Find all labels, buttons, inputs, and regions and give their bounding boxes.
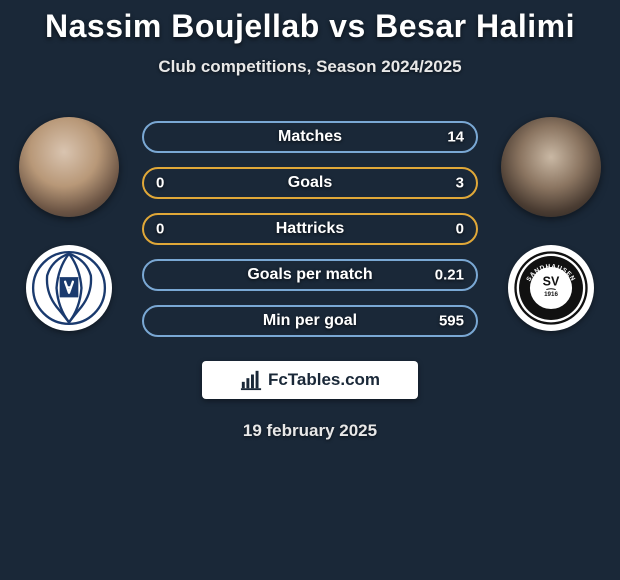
stat-left-value: 0 <box>156 175 164 192</box>
subtitle: Club competitions, Season 2024/2025 <box>0 57 620 77</box>
stat-right-value: 595 <box>439 313 464 330</box>
left-side <box>14 117 124 331</box>
stat-row: 0 Goals 3 <box>142 167 478 199</box>
brand-badge: FcTables.com <box>202 361 418 399</box>
stat-label: Matches <box>278 128 342 146</box>
svg-text:1916: 1916 <box>544 291 558 298</box>
player-left-club-badge <box>26 245 112 331</box>
stat-label: Goals per match <box>247 266 372 284</box>
page-title: Nassim Boujellab vs Besar Halimi <box>0 8 620 45</box>
club-badge-left-icon <box>30 249 108 327</box>
stats-column: Matches 14 0 Goals 3 0 Hattricks 0 Goals per mat… <box>142 117 478 337</box>
svg-text:SV: SV <box>543 275 560 289</box>
stat-left-value: 0 <box>156 221 164 238</box>
stat-label: Goals <box>288 174 332 192</box>
club-badge-right-icon: SV SANDHAUSEN 1916 <box>512 249 590 327</box>
stat-row: Matches 14 <box>142 121 478 153</box>
player-left-avatar <box>19 117 119 217</box>
player-right-avatar <box>501 117 601 217</box>
stat-row: 0 Hattricks 0 <box>142 213 478 245</box>
right-side: SV SANDHAUSEN 1916 <box>496 117 606 331</box>
chart-icon <box>240 369 262 391</box>
stat-row: Goals per match 0.21 <box>142 259 478 291</box>
stat-right-value: 0 <box>456 221 464 238</box>
player-right-club-badge: SV SANDHAUSEN 1916 <box>508 245 594 331</box>
comparison-row: Matches 14 0 Goals 3 0 Hattricks 0 Goals per mat… <box>0 117 620 337</box>
stat-right-value: 14 <box>447 129 464 146</box>
stat-row: Min per goal 595 <box>142 305 478 337</box>
date-label: 19 february 2025 <box>0 421 620 441</box>
brand-text: FcTables.com <box>268 370 380 390</box>
stat-right-value: 3 <box>456 175 464 192</box>
stat-right-value: 0.21 <box>435 267 464 284</box>
stat-label: Hattricks <box>276 220 344 238</box>
stat-label: Min per goal <box>263 312 357 330</box>
